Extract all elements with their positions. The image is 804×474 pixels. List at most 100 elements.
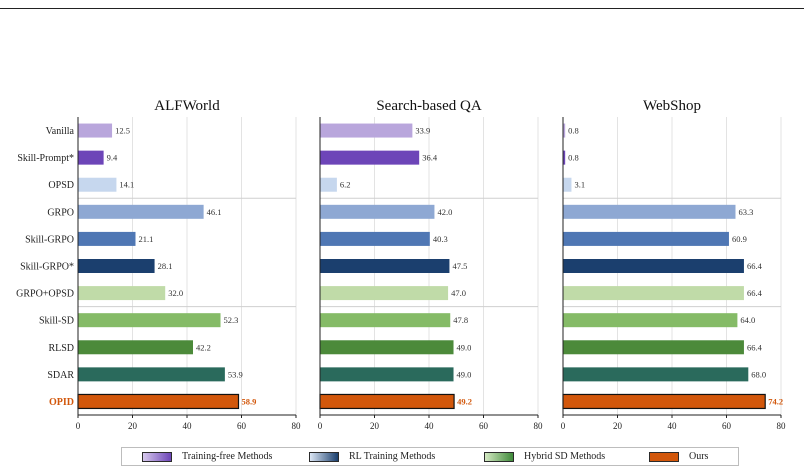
bar (563, 150, 566, 165)
bar (78, 286, 166, 301)
bar (320, 259, 450, 273)
bar (320, 367, 454, 382)
bar (563, 340, 744, 355)
value-label: 14.1 (119, 180, 134, 190)
x-tick-label: 20 (613, 421, 623, 431)
bar (78, 340, 193, 355)
legend-swatch (309, 452, 339, 462)
x-tick-label: 80 (534, 421, 544, 431)
top-rule (0, 8, 804, 9)
value-label: 3.1 (574, 180, 585, 190)
category-label: Skill-GRPO (25, 234, 74, 245)
value-label: 52.3 (224, 315, 239, 325)
category-label: Skill-SD (39, 316, 74, 327)
value-label: 66.4 (747, 342, 763, 352)
bar (78, 313, 221, 328)
value-label: 47.0 (451, 288, 466, 298)
value-label: 28.1 (158, 261, 173, 271)
panel-title: WebShop (643, 98, 701, 114)
x-tick-label: 80 (292, 421, 302, 431)
category-label: OPID (49, 397, 74, 408)
value-label: 21.1 (138, 234, 153, 244)
x-tick-label: 40 (183, 421, 193, 431)
value-label: 49.2 (457, 396, 472, 406)
bar (320, 204, 435, 219)
bar (563, 204, 736, 219)
x-tick-label: 40 (668, 421, 678, 431)
category-label: SDAR (47, 370, 74, 381)
category-label: Vanilla (46, 126, 75, 137)
legend-swatch (649, 452, 679, 462)
value-label: 9.4 (107, 153, 118, 163)
bar (320, 340, 454, 355)
panel-2: 0.8 0.8 3.1 63.3 60.9 66.4 66.4 64.0 66.4 68.0 74.… (561, 98, 786, 431)
bar (78, 204, 204, 219)
bar (563, 231, 729, 246)
bar (78, 231, 136, 246)
bar (78, 123, 113, 138)
x-tick-label: 80 (777, 421, 787, 431)
value-label: 66.4 (747, 288, 763, 298)
legend-label: RL Training Methods (349, 451, 436, 462)
value-label: 53.9 (228, 369, 243, 379)
value-label: 0.8 (568, 153, 579, 163)
panel-0: 12.5 9.4 14.1 46.1 21.1 28.1 32.0 52.3 42.2 53.9 5… (76, 98, 301, 431)
x-tick-label: 20 (370, 421, 380, 431)
x-tick-label: 60 (479, 421, 489, 431)
value-label: 42.0 (437, 207, 452, 217)
value-label: 68.0 (751, 369, 766, 379)
bar (320, 313, 451, 328)
legend-swatch (142, 452, 172, 462)
bar (563, 123, 566, 138)
value-label: 40.3 (433, 234, 448, 244)
value-label: 64.0 (740, 315, 755, 325)
category-label: OPSD (48, 180, 74, 191)
value-label: 36.4 (422, 153, 438, 163)
legend-label: Ours (689, 451, 709, 462)
category-label: GRPO (47, 207, 74, 218)
value-label: 33.9 (415, 126, 430, 136)
bar (320, 177, 337, 192)
category-label: RLSD (48, 343, 74, 354)
value-label: 46.1 (207, 207, 222, 217)
panel-1: 33.9 36.4 6.2 42.0 40.3 47.5 47.0 47.8 49.0 49.0 4… (318, 98, 543, 431)
panel-title: ALFWorld (154, 98, 220, 114)
category-label: Skill-GRPO* (20, 262, 74, 273)
bar (563, 313, 738, 328)
x-tick-label: 20 (128, 421, 138, 431)
bar (563, 367, 749, 382)
value-label: 49.0 (457, 369, 472, 379)
x-tick-label: 60 (237, 421, 247, 431)
value-label: 42.2 (196, 342, 211, 352)
value-label: 0.8 (568, 126, 579, 136)
chart-legend: Training-free Methods RL Training Methods… (121, 447, 739, 466)
value-label: 58.9 (242, 396, 257, 406)
panel-title: Search-based QA (376, 98, 482, 114)
value-label: 12.5 (115, 126, 130, 136)
bar (563, 259, 744, 273)
category-label: GRPO+OPSD (16, 289, 74, 300)
bar (78, 367, 225, 382)
bar (562, 393, 766, 410)
bar (320, 123, 413, 138)
value-label: 49.0 (457, 342, 472, 352)
x-tick-label: 0 (318, 421, 323, 431)
bar (320, 231, 430, 246)
value-label: 60.9 (732, 234, 747, 244)
legend-label: Training-free Methods (182, 451, 273, 462)
bar (319, 393, 455, 410)
bar (78, 150, 104, 165)
bar (77, 393, 240, 410)
value-label: 74.2 (768, 396, 783, 406)
value-label: 47.8 (453, 315, 468, 325)
category-label: Skill-Prompt* (17, 153, 74, 164)
bar (78, 177, 117, 192)
x-tick-label: 0 (76, 421, 81, 431)
value-label: 66.4 (747, 261, 763, 271)
bar (563, 286, 744, 301)
bar (320, 286, 449, 301)
value-label: 32.0 (168, 288, 183, 298)
x-tick-label: 0 (561, 421, 566, 431)
bar (563, 177, 572, 192)
